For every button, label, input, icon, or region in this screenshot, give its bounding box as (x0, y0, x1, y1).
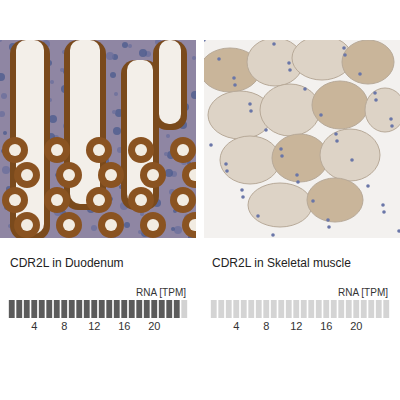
svg-text:4: 4 (233, 320, 239, 332)
svg-text:16: 16 (118, 320, 130, 332)
svg-text:8: 8 (263, 320, 269, 332)
svg-text:4: 4 (31, 320, 37, 332)
svg-text:16: 16 (320, 320, 332, 332)
svg-text:RNA [TPM]: RNA [TPM] (338, 287, 388, 298)
svg-text:20: 20 (148, 320, 160, 332)
svg-text:12: 12 (290, 320, 302, 332)
svg-text:CDR2L in Skeletal muscle: CDR2L in Skeletal muscle (212, 256, 351, 270)
svg-text:CDR2L in Duodenum: CDR2L in Duodenum (10, 256, 124, 270)
svg-text:20: 20 (350, 320, 362, 332)
svg-text:RNA [TPM]: RNA [TPM] (136, 287, 186, 298)
svg-text:12: 12 (88, 320, 100, 332)
svg-text:8: 8 (61, 320, 67, 332)
